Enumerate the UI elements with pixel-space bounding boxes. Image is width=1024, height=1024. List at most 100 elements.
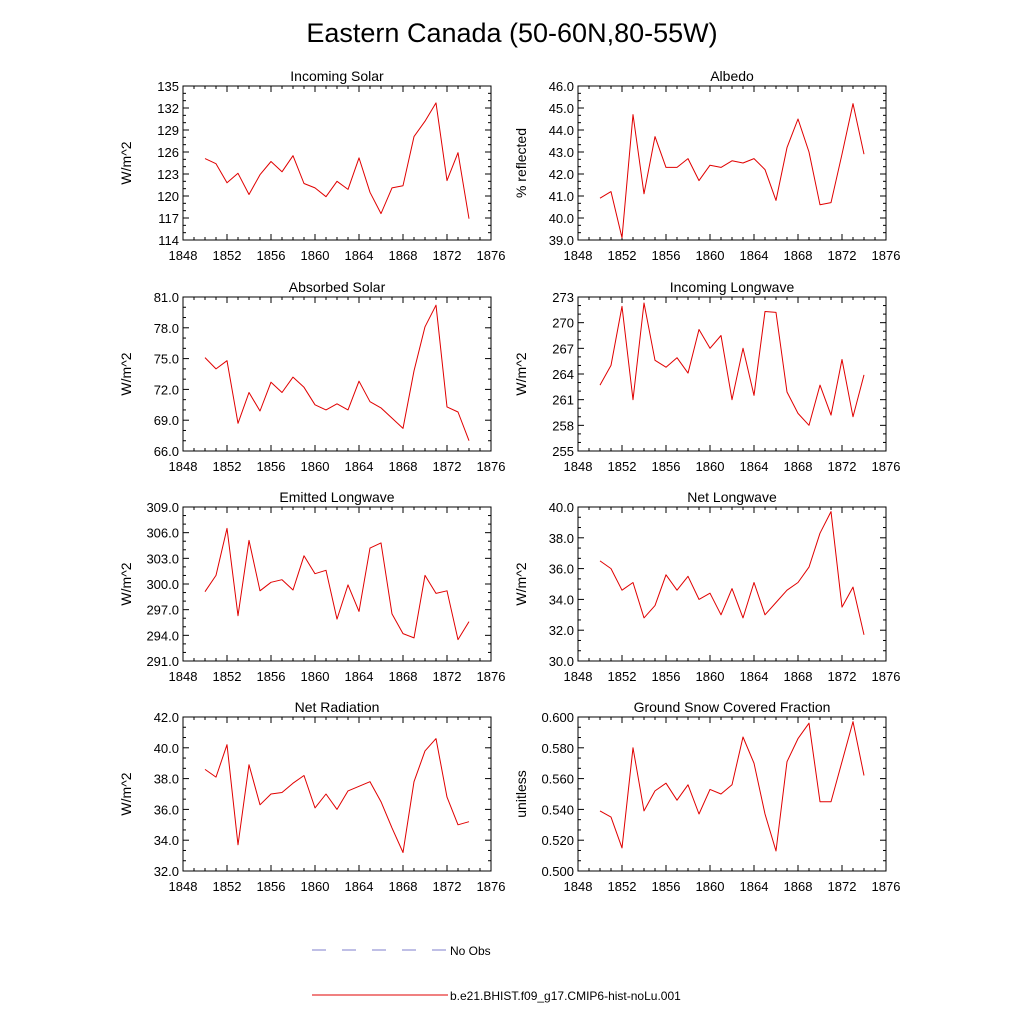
plot-frame-ground-snow-covered-fraction: [577, 716, 887, 872]
plot-frame-net-radiation: [182, 716, 492, 872]
series-line-net-radiation: [204, 738, 470, 853]
x-tick-label-emitted-longwave: 1876: [477, 669, 506, 684]
y-tick-label-emitted-longwave: 309.0: [146, 500, 179, 515]
y-tick-label-net-longwave: 34.0: [549, 592, 574, 607]
x-tick-label-ground-snow-covered-fraction: 1852: [608, 879, 637, 894]
x-tick-label-emitted-longwave: 1856: [257, 669, 286, 684]
x-tick-label-net-longwave: 1868: [784, 669, 813, 684]
x-tick-label-net-longwave: 1876: [872, 669, 901, 684]
x-tick-label-net-longwave: 1864: [740, 669, 769, 684]
x-tick-label-incoming-solar: 1868: [389, 248, 418, 263]
x-tick-label-absorbed-solar: 1864: [345, 459, 374, 474]
x-tick-label-absorbed-solar: 1872: [433, 459, 462, 474]
y-tick-label-net-longwave: 32.0: [549, 623, 574, 638]
y-tick-label-ground-snow-covered-fraction: 0.560: [541, 772, 574, 787]
x-tick-label-absorbed-solar: 1856: [257, 459, 286, 474]
y-tick-label-incoming-solar: 114: [158, 233, 179, 248]
panel-net-longwave: Net Longwave W/m^2 1848 1852 1856 1860 1864 186…: [513, 489, 900, 684]
x-tick-label-ground-snow-covered-fraction: 1868: [784, 879, 813, 894]
x-tick-label-net-radiation: 1852: [213, 879, 242, 894]
x-tick-label-net-radiation: 1856: [257, 879, 286, 894]
x-tick-label-ground-snow-covered-fraction: 1856: [652, 879, 681, 894]
y-tick-label-net-radiation: 42.0: [154, 710, 179, 725]
x-tick-label-incoming-solar: 1876: [477, 248, 506, 263]
y-tick-label-ground-snow-covered-fraction: 0.600: [541, 710, 574, 725]
x-tick-label-absorbed-solar: 1848: [169, 459, 198, 474]
panel-title-emitted-longwave: Emitted Longwave: [279, 489, 394, 505]
plot-frame-emitted-longwave: [182, 506, 492, 662]
y-axis-label-albedo: % reflected: [513, 128, 529, 198]
panel-ground-snow-covered-fraction: Ground Snow Covered Fraction unitless 1848…: [513, 699, 900, 894]
x-tick-label-albedo: 1856: [652, 248, 681, 263]
y-tick-label-net-radiation: 34.0: [154, 833, 179, 848]
y-tick-label-ground-snow-covered-fraction: 0.580: [541, 741, 574, 756]
y-tick-label-albedo: 40.0: [549, 211, 574, 226]
panel-albedo: Albedo % reflected 1848 1852 1856 1860 1864 186…: [513, 68, 900, 263]
series-line-incoming-solar: [204, 102, 470, 219]
y-tick-label-net-radiation: 38.0: [154, 772, 179, 787]
y-axis-label-net-longwave: W/m^2: [513, 562, 529, 605]
x-tick-label-albedo: 1868: [784, 248, 813, 263]
y-tick-label-albedo: 42.0: [549, 167, 574, 182]
y-tick-label-incoming-longwave: 270: [552, 316, 574, 331]
y-tick-label-net-longwave: 36.0: [549, 562, 574, 577]
y-axis-label-incoming-solar: W/m^2: [118, 141, 134, 184]
y-tick-label-net-radiation: 36.0: [154, 802, 179, 817]
y-tick-label-incoming-solar: 129: [157, 123, 179, 138]
y-tick-label-albedo: 45.0: [549, 101, 574, 116]
y-tick-label-albedo: 46.0: [549, 79, 574, 94]
y-tick-label-incoming-solar: 117: [158, 211, 179, 226]
panel-title-ground-snow-covered-fraction: Ground Snow Covered Fraction: [634, 699, 831, 715]
x-tick-label-incoming-longwave: 1848: [564, 459, 593, 474]
y-tick-label-incoming-longwave: 273: [552, 290, 574, 305]
panel-title-absorbed-solar: Absorbed Solar: [289, 279, 386, 295]
panel-title-net-radiation: Net Radiation: [295, 699, 380, 715]
x-tick-label-absorbed-solar: 1868: [389, 459, 418, 474]
y-tick-label-absorbed-solar: 75.0: [154, 352, 179, 367]
series-line-emitted-longwave: [204, 527, 470, 641]
x-tick-label-incoming-longwave: 1864: [740, 459, 769, 474]
x-tick-label-incoming-solar: 1848: [169, 248, 198, 263]
x-tick-label-incoming-longwave: 1868: [784, 459, 813, 474]
y-tick-label-emitted-longwave: 303.0: [146, 551, 179, 566]
y-tick-label-incoming-solar: 126: [157, 145, 179, 160]
panel-emitted-longwave: Emitted Longwave W/m^2 1848 1852 1856 1860 186…: [118, 489, 505, 684]
x-tick-label-incoming-longwave: 1876: [872, 459, 901, 474]
panel-title-net-longwave: Net Longwave: [687, 489, 777, 505]
x-tick-label-incoming-longwave: 1860: [696, 459, 725, 474]
x-tick-label-albedo: 1864: [740, 248, 769, 263]
y-tick-label-net-longwave: 40.0: [549, 500, 574, 515]
y-tick-label-incoming-solar: 120: [157, 189, 179, 204]
y-tick-label-incoming-longwave: 261: [552, 393, 574, 408]
panel-net-radiation: Net Radiation W/m^2 1848 1852 1856 1860 1864 18…: [118, 699, 505, 894]
legend-label-no-obs: No Obs: [450, 944, 491, 958]
x-tick-label-incoming-solar: 1856: [257, 248, 286, 263]
y-axis-label-ground-snow-covered-fraction: unitless: [513, 770, 529, 817]
y-tick-label-albedo: 39.0: [549, 233, 574, 248]
legend-label-model: b.e21.BHIST.f09_g17.CMIP6-hist-noLu.001: [450, 989, 681, 1003]
x-tick-label-net-radiation: 1868: [389, 879, 418, 894]
x-tick-label-incoming-solar: 1860: [301, 248, 330, 263]
panel-title-incoming-longwave: Incoming Longwave: [670, 279, 795, 295]
y-tick-label-ground-snow-covered-fraction: 0.500: [541, 864, 574, 879]
x-tick-label-net-longwave: 1848: [564, 669, 593, 684]
y-tick-label-incoming-longwave: 264: [552, 367, 574, 382]
x-tick-label-ground-snow-covered-fraction: 1876: [872, 879, 901, 894]
y-tick-label-absorbed-solar: 78.0: [154, 321, 179, 336]
x-tick-label-net-longwave: 1856: [652, 669, 681, 684]
series-line-incoming-longwave: [599, 302, 865, 426]
x-tick-label-emitted-longwave: 1868: [389, 669, 418, 684]
panel-title-albedo: Albedo: [710, 68, 754, 84]
y-tick-label-ground-snow-covered-fraction: 0.540: [541, 802, 574, 817]
x-tick-label-incoming-longwave: 1872: [828, 459, 857, 474]
y-tick-label-albedo: 41.0: [549, 189, 574, 204]
y-axis-label-incoming-longwave: W/m^2: [513, 352, 529, 395]
x-tick-label-albedo: 1860: [696, 248, 725, 263]
x-tick-label-net-longwave: 1872: [828, 669, 857, 684]
x-tick-label-net-longwave: 1860: [696, 669, 725, 684]
x-tick-label-incoming-solar: 1852: [213, 248, 242, 263]
y-tick-label-incoming-solar: 123: [157, 167, 179, 182]
y-tick-label-emitted-longwave: 306.0: [146, 526, 179, 541]
x-tick-label-absorbed-solar: 1876: [477, 459, 506, 474]
y-tick-label-incoming-solar: 132: [157, 101, 179, 116]
